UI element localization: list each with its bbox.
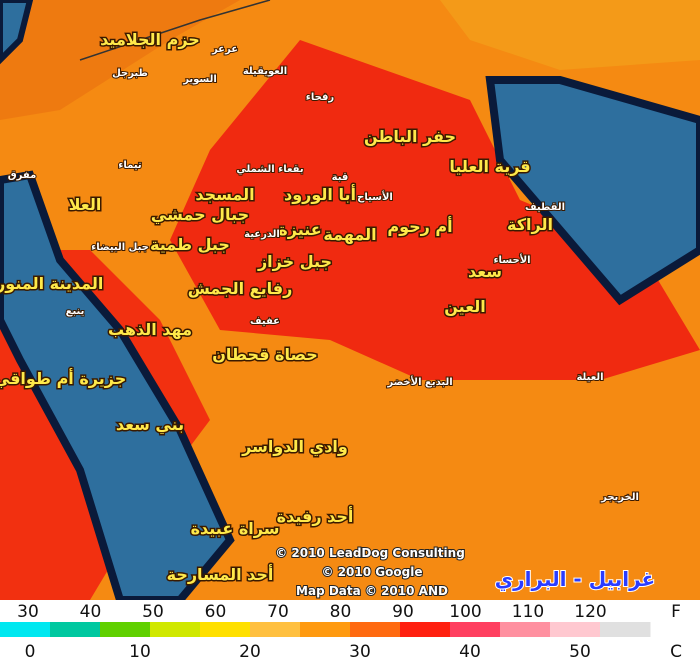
f-tick-label: 70 [267,602,289,622]
place-label: المسجد [195,185,254,204]
copyright: © 2010 Google [322,565,423,579]
place-label: سعد [468,262,502,281]
c-tick-label: 30 [349,642,371,662]
place-label: الخريجر [600,492,639,503]
color-swatch [500,622,551,637]
place-label: أبا الورود [284,184,356,204]
place-label: عرعر [211,44,238,55]
place-label: قرية العليا [449,157,530,176]
place-label: العلا [69,195,102,214]
color-swatch [550,622,601,637]
color-swatch [50,622,101,637]
color-swatch [450,622,501,637]
f-tick-label: 90 [392,602,414,622]
place-label: جبال حمشي [151,205,249,225]
place-label: وادي الدواسر [241,437,348,457]
place-label: أحد رفيدة [277,506,354,526]
place-label: الراكة [507,215,553,234]
place-label: بني سعد [116,415,184,435]
region-north-east [440,0,700,70]
f-tick-label: 80 [330,602,352,622]
color-swatch [600,622,651,637]
place-label: رفحاء [306,92,335,103]
f-tick-label: 110 [512,602,544,622]
c-tick-label: 0 [25,642,36,662]
color-swatch [250,622,301,637]
place-label: سراة عبيدة [191,519,280,538]
place-label: تيماء [118,160,142,171]
red-sea [0,170,235,604]
place-label: مهد الذهب [108,320,192,339]
color-swatch [150,622,201,637]
place-label: المدينة المنورة [0,274,103,293]
place-label: الأحساء [493,253,530,266]
copyright: Map Data © 2010 AND [296,584,448,598]
color-swatch [400,622,451,637]
color-bar [0,622,651,637]
f-tick-label: 40 [80,602,102,622]
place-label: جبل خزاز [257,252,332,271]
place-label: حزم الجلاميد [100,30,200,49]
c-tick-label: 10 [129,642,151,662]
sea-north-west [0,0,34,65]
c-tick-label: 50 [569,642,591,662]
place-label: حصاة قحطان [212,345,318,364]
region-north [0,0,240,120]
f-tick-label: 100 [449,602,481,622]
place-label: الدرعية [244,229,280,240]
place-label: عنيزة [278,220,321,239]
f-tick-label: 50 [142,602,164,622]
f-tick-label: 30 [17,602,39,622]
c-tick-label: 40 [459,642,481,662]
place-label: بقعاء الشملي [236,164,303,175]
color-swatch [300,622,351,637]
color-swatch [350,622,401,637]
place-label: رفايع الجمش [188,279,293,298]
place-label: جبل البيضاء [91,242,149,253]
place-label: العويقيلة [243,66,287,77]
copyright: © 2010 LeadDog Consulting [275,546,465,560]
place-label: أحد المسارحة [167,564,274,584]
watermark: غرابيل - البراري [495,567,655,592]
place-label: أم رحوم [387,216,452,236]
place-label: مفرق [8,170,37,181]
place-label: جبل طمية [150,235,230,254]
place-label: السوير [182,74,217,85]
place-label: ينبع [66,306,85,317]
f-tick-label: 60 [205,602,227,622]
color-swatch [0,622,51,637]
place-label: حفر الباطن [364,127,456,146]
c-unit: C [670,642,682,662]
place-label: الأسياح [357,190,393,203]
place-label: البديع الأخضر [386,375,452,388]
place-label: جزيرة أم طواقي [0,368,126,389]
place-label: طبرجل [112,68,148,79]
place-label: عفيف [250,316,280,327]
region-hot [170,40,700,380]
place-label: المهمة [323,225,376,244]
f-unit: F [671,602,681,622]
place-label: العيلة [576,372,603,383]
border [79,0,271,61]
place-label: العين [444,297,485,316]
place-label: قبة [332,172,349,183]
c-tick-label: 20 [239,642,261,662]
color-swatch [200,622,251,637]
color-swatch [100,622,151,637]
persian-gulf [485,76,700,306]
place-label: القطيف [525,202,565,213]
f-tick-label: 120 [574,602,606,622]
